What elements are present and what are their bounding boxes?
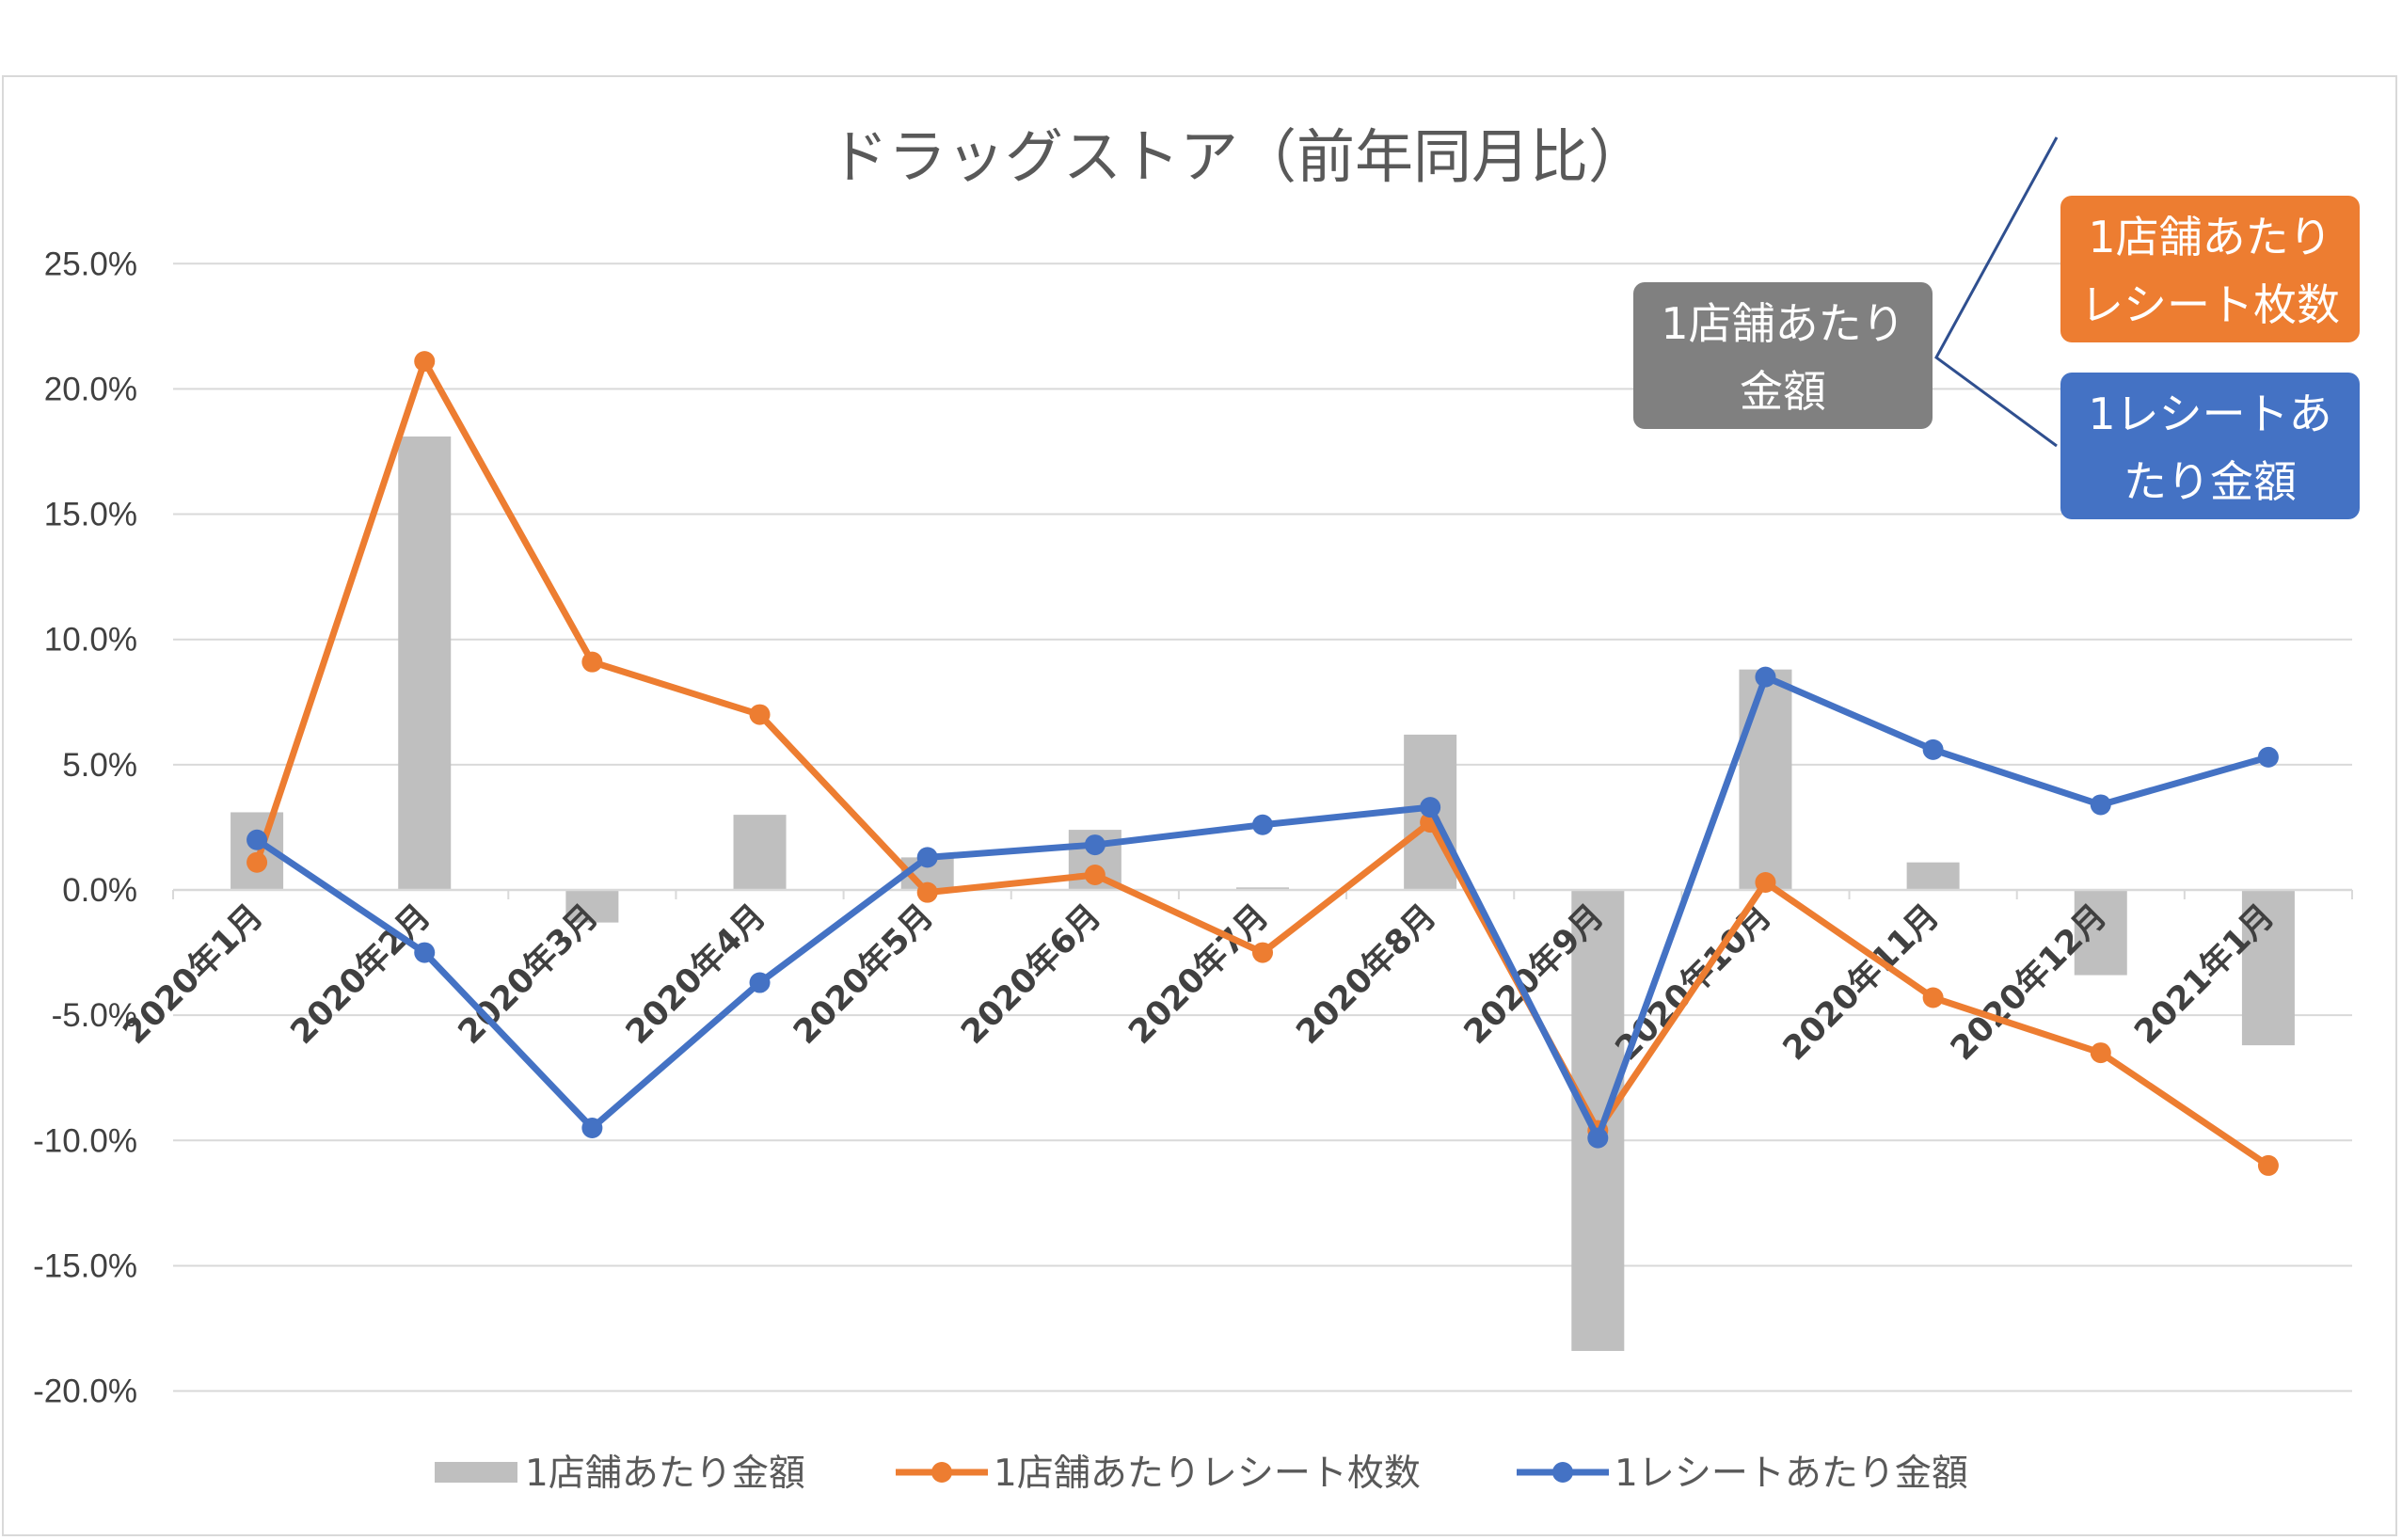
callout-orange	[2060, 196, 2360, 342]
y-tick-label: -10.0%	[33, 1122, 137, 1159]
series-point	[2257, 746, 2279, 768]
series-point	[247, 851, 268, 873]
legend-label: 1店舗あたり金額	[525, 1453, 805, 1495]
bar	[1906, 862, 1960, 890]
y-tick-label: 0.0%	[62, 872, 137, 909]
bar	[2241, 890, 2295, 1046]
y-axis-tick-labels: 25.0% 20.0% 15.0% 10.0% 5.0% 0.0% -5.0% -10.0% -…	[33, 246, 137, 1409]
series-point	[1755, 666, 1776, 688]
series-point	[581, 1117, 603, 1138]
callout-gray-text: 1店舗あたり	[1661, 298, 1904, 349]
x-tick-label: 2020年3月	[452, 897, 606, 1052]
series-point	[1587, 1127, 1609, 1149]
series-point	[1084, 865, 1106, 886]
callout-connector	[1934, 136, 2059, 448]
legend-swatch-marker	[931, 1462, 952, 1483]
bar	[565, 890, 619, 923]
series-point	[1252, 814, 1273, 835]
line-series	[247, 351, 2279, 1176]
legend: 1店舗あたり金額 1店舗あたりレシート枚数 1レシートあたり金額	[435, 1453, 1968, 1495]
bar	[2074, 890, 2127, 976]
x-tick-label: 2020年11月	[1776, 897, 1947, 1068]
bar	[1739, 669, 1792, 890]
x-axis	[172, 888, 2353, 899]
legend-swatch-bar	[435, 1462, 517, 1483]
callout-gray	[1633, 282, 1933, 429]
series-point	[1420, 797, 1441, 818]
legend-label: 1レシートあたり金額	[1615, 1453, 1968, 1495]
series-point	[749, 704, 771, 725]
series-point	[1922, 738, 1944, 760]
series-point	[1084, 834, 1106, 856]
series-point	[414, 942, 436, 963]
y-tick-label: 15.0%	[44, 497, 137, 533]
series-point	[916, 847, 938, 868]
x-tick-label: 2020年12月	[1944, 897, 2114, 1068]
series-point	[1755, 872, 1776, 894]
series-point	[581, 651, 603, 673]
x-tick-label: 2020年1月	[117, 897, 271, 1052]
callout-blue-text: 1レシートあ	[2088, 389, 2331, 439]
bar	[1236, 887, 1289, 890]
series-point	[2257, 1154, 2279, 1176]
series-line	[253, 674, 2272, 1142]
callout-gray-text: 金額	[1740, 366, 1826, 417]
callout-orange-text: 1店舗あたり	[2088, 212, 2331, 262]
legend-swatch-marker	[1552, 1462, 1573, 1483]
chart-title: ドラッグストア（前年同月比）	[830, 122, 1646, 191]
y-tick-label: 25.0%	[44, 246, 137, 282]
y-tick-label: 5.0%	[62, 747, 137, 784]
series-point	[2090, 1042, 2111, 1064]
x-tick-label: 2020年6月	[954, 897, 1108, 1052]
series-point	[247, 829, 268, 850]
x-tick-label: 2020年8月	[1290, 897, 1444, 1052]
series-point	[2090, 794, 2111, 816]
series-point	[1252, 942, 1273, 963]
bar	[398, 436, 452, 890]
callout-blue	[2060, 373, 2360, 519]
callout-orange-text: レシート枚数	[2080, 279, 2340, 330]
bar-series	[231, 436, 2295, 1351]
x-tick-label: 2020年5月	[787, 897, 941, 1052]
y-tick-label: 10.0%	[44, 622, 137, 659]
y-tick-label: 20.0%	[44, 371, 137, 407]
x-tick-label: 2020年2月	[284, 897, 438, 1052]
series-point	[749, 972, 771, 993]
y-tick-label: -20.0%	[33, 1373, 137, 1410]
bar	[733, 815, 787, 890]
x-tick-label: 2020年4月	[619, 897, 773, 1052]
y-tick-label: -15.0%	[33, 1247, 137, 1284]
series-point	[916, 881, 938, 903]
series-point	[1922, 987, 1944, 1008]
legend-label: 1店舗あたりレシート枚数	[994, 1453, 1421, 1495]
series-point	[414, 351, 436, 373]
y-tick-label: -5.0%	[52, 997, 137, 1034]
callout-blue-text: たり金額	[2124, 456, 2297, 507]
